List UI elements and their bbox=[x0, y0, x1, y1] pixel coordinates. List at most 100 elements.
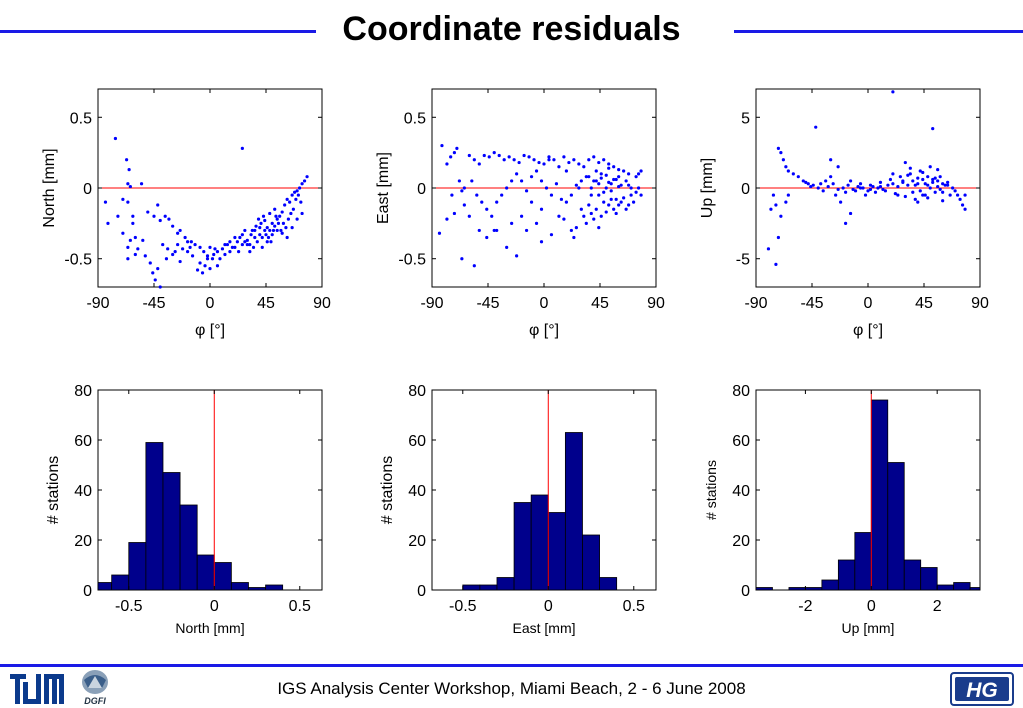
scatter-point bbox=[574, 226, 578, 230]
scatter-point bbox=[941, 199, 945, 203]
hg-logo: HG bbox=[950, 672, 1014, 706]
scatter-point bbox=[619, 183, 623, 187]
scatter-point bbox=[936, 179, 940, 183]
scatter-point bbox=[599, 172, 603, 176]
x-tick-label: 90 bbox=[313, 295, 331, 312]
scatter-point bbox=[841, 186, 845, 190]
scatter-point bbox=[243, 228, 247, 233]
scatter-point bbox=[636, 172, 641, 176]
y-tick-label: 0 bbox=[741, 181, 750, 198]
scatter-point bbox=[161, 242, 165, 247]
scatter-point bbox=[490, 214, 494, 218]
scatter-point bbox=[941, 182, 945, 186]
scatter-point bbox=[582, 165, 586, 169]
scatter-point bbox=[213, 247, 217, 251]
scatter-point bbox=[831, 182, 835, 186]
scatter-point bbox=[938, 187, 942, 192]
histogram-bar bbox=[920, 567, 938, 591]
scatter-point bbox=[158, 218, 162, 223]
scatter-point bbox=[208, 267, 212, 271]
scatter-point bbox=[574, 183, 578, 187]
histogram-bar bbox=[564, 432, 583, 591]
scatter-point bbox=[279, 228, 283, 233]
scatter-point bbox=[614, 177, 618, 182]
scatter-point bbox=[280, 231, 284, 235]
scatter-point bbox=[953, 189, 957, 193]
scatter-point bbox=[602, 158, 606, 162]
scatter-point bbox=[290, 193, 294, 197]
scatter-point bbox=[809, 184, 813, 189]
scatter-point bbox=[769, 207, 773, 211]
scatter-point bbox=[627, 183, 631, 187]
scatter-point bbox=[819, 182, 823, 186]
scatter-point bbox=[126, 182, 130, 186]
scatter-point bbox=[482, 153, 486, 158]
scatter-point bbox=[597, 182, 601, 186]
svg-text:HG: HG bbox=[966, 679, 998, 702]
scatter-point bbox=[264, 233, 268, 237]
scatter-point bbox=[457, 179, 461, 183]
scatter-point bbox=[248, 250, 252, 254]
scatter-point bbox=[181, 247, 185, 251]
y-tick-label: 20 bbox=[408, 533, 426, 550]
scatter-point bbox=[931, 127, 935, 131]
scatter-point bbox=[856, 184, 860, 189]
scatter-point bbox=[774, 203, 778, 207]
scatter-point bbox=[261, 214, 266, 218]
dgfi-logo: DGFI bbox=[82, 670, 108, 706]
scatter-point bbox=[233, 235, 237, 240]
scatter-point bbox=[918, 189, 922, 193]
scatter-point bbox=[836, 187, 840, 192]
scatter-point bbox=[153, 278, 157, 282]
scatter-point bbox=[492, 228, 496, 233]
scatter-point bbox=[906, 183, 910, 187]
scatter-point bbox=[903, 194, 907, 199]
scatter-point bbox=[200, 271, 205, 275]
scatter-point bbox=[126, 245, 130, 249]
scatter-point bbox=[542, 162, 546, 166]
scatter-point bbox=[460, 257, 464, 261]
scatter-point bbox=[532, 158, 536, 162]
scatter-point bbox=[218, 257, 222, 261]
scatter-point bbox=[926, 183, 930, 187]
scatter-point bbox=[931, 177, 935, 182]
histogram-bar bbox=[145, 442, 164, 591]
scatter-point bbox=[594, 179, 598, 183]
scatter-point bbox=[916, 182, 920, 186]
scatter-point bbox=[836, 165, 840, 169]
scatter-point bbox=[295, 189, 299, 193]
scatter-point bbox=[579, 179, 583, 183]
scatter-point bbox=[951, 186, 955, 190]
x-tick-label: 0 bbox=[864, 295, 873, 312]
scatter-point bbox=[627, 203, 631, 207]
y-tick-label: 80 bbox=[408, 383, 426, 400]
x-axis-label: North [mm] bbox=[175, 620, 244, 636]
scatter-point bbox=[275, 228, 279, 233]
x-tick-label: 0 bbox=[867, 598, 876, 615]
histogram-bar bbox=[805, 587, 823, 591]
scatter-point bbox=[171, 224, 175, 228]
scatter-point bbox=[617, 203, 621, 207]
scatter-point bbox=[579, 207, 583, 211]
scatter-point bbox=[906, 173, 910, 177]
scatter-point bbox=[534, 169, 539, 173]
scatter-point bbox=[587, 158, 591, 162]
scatter-point bbox=[146, 210, 150, 214]
slide-title: Coordinate residuals bbox=[342, 10, 681, 48]
scatter-point bbox=[587, 175, 591, 179]
scatter-point bbox=[515, 172, 519, 176]
scatter-point bbox=[233, 245, 237, 249]
scatter-point bbox=[796, 175, 800, 179]
y-tick-label: -5 bbox=[736, 252, 750, 269]
y-tick-label: 5 bbox=[741, 110, 750, 127]
scatter-point bbox=[263, 228, 267, 233]
scatter-point bbox=[569, 228, 573, 233]
scatter-point bbox=[916, 200, 920, 204]
scatter-point bbox=[858, 182, 863, 186]
scatter-point bbox=[255, 240, 259, 244]
scatter-point bbox=[876, 186, 880, 190]
scatter-point bbox=[804, 180, 808, 184]
scatter-point bbox=[148, 261, 152, 265]
scatter-point bbox=[121, 197, 125, 201]
scatter-point bbox=[113, 136, 118, 141]
